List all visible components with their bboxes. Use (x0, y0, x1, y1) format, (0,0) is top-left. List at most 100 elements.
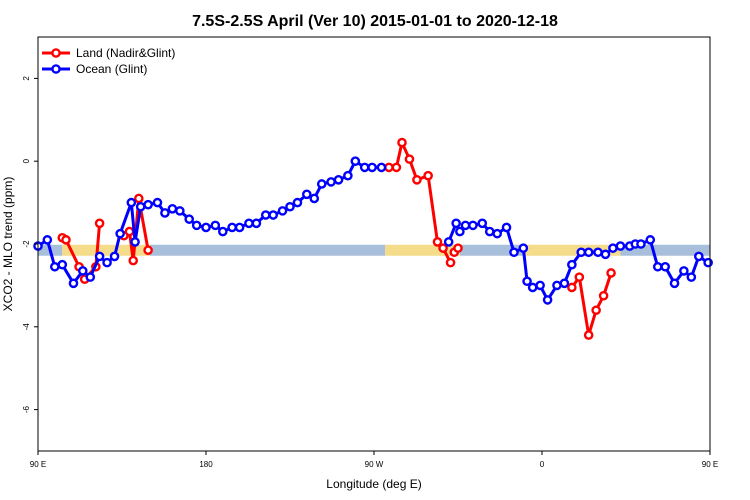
series-0-point-4-4 (598, 290, 609, 301)
series-0-point-2-1 (391, 162, 402, 173)
series-1-point-0-22 (210, 220, 221, 231)
series-0-point-4-1 (574, 272, 585, 282)
y-tick-label-0: -6 (22, 405, 31, 413)
x-tick-label-0: 90 E (30, 460, 46, 469)
series-1 (33, 156, 713, 305)
series-1-point-0-37 (333, 175, 344, 185)
series-1-point-0-27 (251, 218, 262, 229)
y-tick-label-4: 2 (22, 76, 31, 81)
series-1-point-1-29 (660, 261, 671, 272)
series-1-point-0-26 (244, 218, 254, 229)
series-0-point-2-5 (423, 170, 433, 181)
y-tick-label-3: 0 (22, 158, 31, 163)
series-1-point-0-25 (234, 222, 245, 233)
series-1-point-0-14 (143, 199, 153, 210)
y-tick-label-1: -4 (22, 323, 31, 331)
series-0-point-4-5 (606, 268, 616, 278)
series-1-point-0-41 (367, 162, 377, 173)
x-tick-label-1: 180 (199, 460, 213, 469)
series-1-point-1-9 (509, 247, 519, 258)
series-1-point-0-31 (285, 201, 295, 212)
legend-marker-0 (51, 48, 61, 58)
series-0-point-1-4 (143, 245, 153, 256)
series-1-point-0-21 (201, 222, 211, 233)
x-tick-label-3: 0 (540, 460, 545, 469)
series-1-point-0-42 (376, 162, 387, 173)
y-tick-label-2: -2 (22, 240, 31, 248)
series-0-line-4 (570, 272, 613, 337)
x-axis-label: Longitude (deg E) (326, 477, 421, 491)
series-1-point-0-20 (191, 220, 202, 231)
y-axis-label: XCO2 - MLO trend (ppm) (1, 177, 15, 312)
series-1-point-0-6 (85, 272, 96, 282)
series-1-point-1-14 (542, 295, 553, 305)
series-1-point-1-20 (593, 247, 603, 258)
series-1-point-1-32 (686, 272, 697, 282)
series-1-point-1-16 (559, 278, 570, 289)
series-1-point-1-19 (583, 247, 594, 258)
series-0-point-3-1 (453, 243, 463, 253)
series-1-point-1-22 (608, 243, 618, 253)
series-1-point-0-8 (102, 257, 112, 268)
series-1-point-1-6 (484, 226, 495, 237)
series-1-point-1-18 (576, 247, 587, 258)
legend-label-0: Land (Nadir&Glint) (76, 46, 175, 60)
series-0-point-2-2 (397, 137, 407, 148)
legend-marker-1 (51, 64, 61, 74)
series-1-point-0-28 (260, 210, 271, 220)
series-1-point-0-38 (343, 170, 353, 181)
series-1-point-0-30 (277, 206, 288, 216)
series-1-point-0-18 (175, 206, 185, 216)
series-1-point-1-3 (460, 220, 471, 231)
series-1-point-0-1 (42, 235, 53, 245)
x-axis: 90 E 180 90 W 0 90 E (30, 451, 718, 469)
series-0-point-1-3 (133, 193, 144, 204)
series-1-point-0-36 (326, 177, 336, 187)
series-1-point-1-0 (443, 237, 454, 247)
series-1-point-0-24 (227, 222, 237, 233)
series-1-point-0-40 (359, 162, 370, 173)
series-1-point-0-4 (68, 278, 79, 289)
series-1-point-0-29 (268, 210, 279, 220)
series-1-point-0-13 (135, 201, 146, 212)
series-0-point-2-8 (445, 257, 456, 268)
series-1-point-1-8 (501, 222, 512, 233)
series-1-point-0-34 (309, 193, 320, 204)
series-1-point-0-11 (126, 197, 137, 208)
series-1-point-1-4 (468, 220, 478, 231)
series-0-point-0-1 (61, 235, 71, 245)
series-1-point-1-13 (535, 280, 545, 291)
series-0-point-1-2 (128, 255, 138, 266)
series-1-point-0-33 (301, 189, 312, 200)
series-0-point-2-0 (384, 162, 394, 173)
series-1-point-1-28 (652, 261, 663, 272)
series-1-point-1-12 (527, 282, 538, 293)
series-1-point-0-35 (316, 179, 327, 189)
series-1-point-0-23 (217, 226, 228, 237)
series-0-point-0-5 (94, 218, 105, 229)
series-0-point-2-7 (438, 243, 448, 253)
series-0-point-4-0 (567, 282, 577, 293)
series-1-point-0-3 (57, 259, 68, 270)
series-0-point-1-1 (124, 226, 135, 237)
series-0-point-2-6 (432, 237, 443, 247)
y-axis: -6 -4 -2 0 2 (22, 76, 38, 413)
series-1-point-0-16 (160, 208, 170, 218)
x-tick-label-2: 90 W (365, 460, 384, 469)
series-1-point-0-7 (94, 251, 105, 262)
series-1-point-0-9 (109, 251, 120, 262)
series-1-point-1-17 (567, 259, 577, 270)
series-1-point-0-39 (350, 156, 361, 166)
series-1-point-1-27 (645, 235, 656, 245)
series-1-point-1-7 (492, 228, 503, 239)
series-1-point-1-5 (477, 218, 488, 229)
series-1-point-0-12 (130, 237, 140, 247)
series-1-point-0-19 (184, 214, 194, 224)
series-1-point-1-21 (600, 249, 611, 260)
series-0 (57, 137, 616, 340)
series-1-point-0-15 (152, 197, 163, 208)
series-1-point-1-15 (552, 280, 562, 291)
series-1-point-1-30 (669, 278, 680, 289)
series-0-point-4-2 (583, 330, 594, 340)
